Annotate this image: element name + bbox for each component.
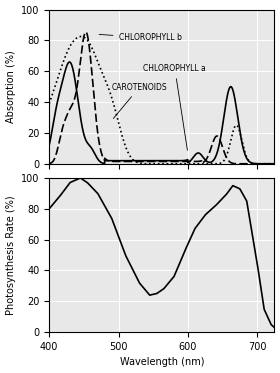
X-axis label: Wavelength (nm): Wavelength (nm)	[120, 357, 204, 367]
Y-axis label: Photosynthesis Rate (%): Photosynthesis Rate (%)	[6, 195, 16, 315]
Text: CAROTENOIDS: CAROTENOIDS	[112, 83, 167, 119]
Text: CHLOROPHYLL a: CHLOROPHYLL a	[143, 64, 206, 150]
Text: CHLOROPHYLL b: CHLOROPHYLL b	[99, 34, 181, 43]
Y-axis label: Absorption (%): Absorption (%)	[6, 50, 16, 123]
